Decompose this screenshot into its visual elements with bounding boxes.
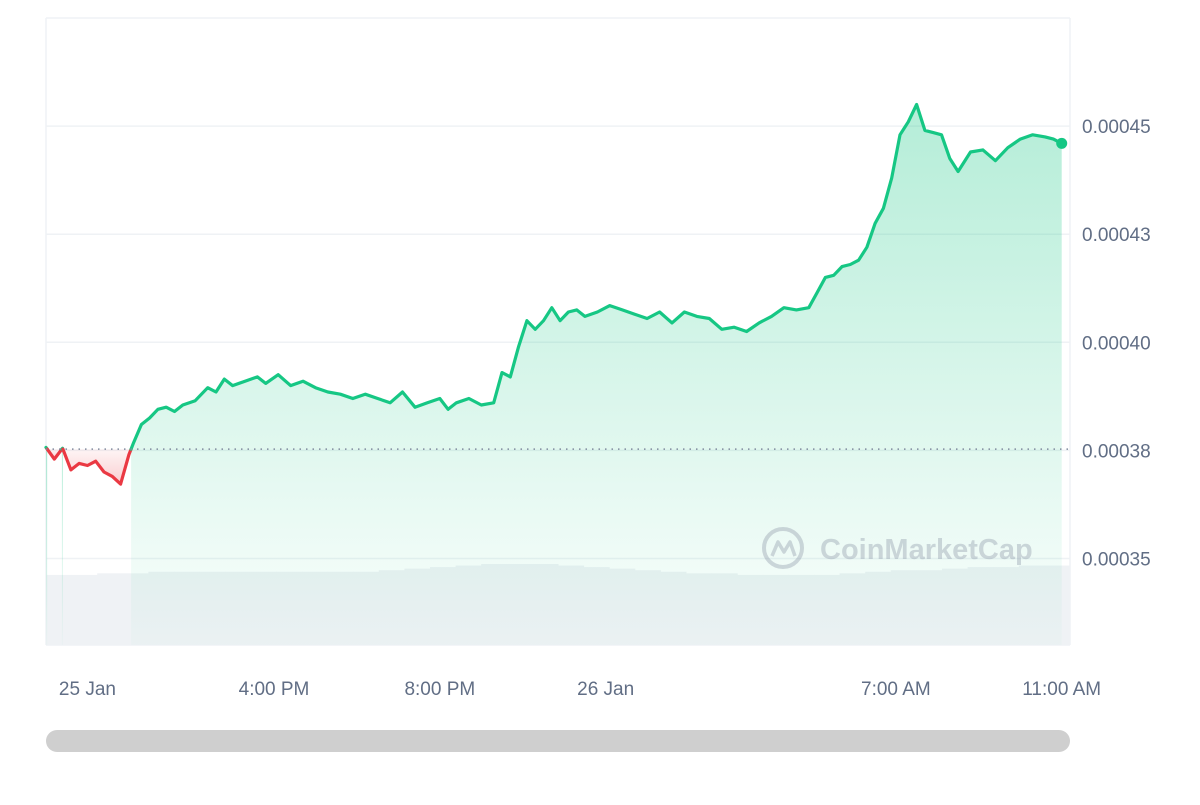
x-axis: 25 Jan 4:00 PM 8:00 PM 26 Jan 7:00 AM 11:00 A… — [59, 679, 1101, 700]
y-axis: 0.00035 0.00038 0.00040 0.00043 0.00045 — [1082, 117, 1151, 570]
y-tick-label: 0.00043 — [1082, 225, 1151, 246]
volume-bar — [46, 574, 73, 645]
watermark-text: CoinMarketCap — [820, 534, 1033, 566]
y-tick-label: 0.00040 — [1082, 333, 1151, 354]
price-line-down — [45, 447, 64, 461]
price-line-down — [61, 447, 133, 486]
x-tick-label: 4:00 PM — [239, 679, 310, 700]
volume-bar — [97, 573, 124, 645]
price-area-up — [46, 447, 48, 645]
price-line — [44, 102, 1070, 486]
price-area-down — [62, 449, 132, 485]
volume-bar — [71, 574, 98, 645]
y-tick-label: 0.00045 — [1082, 117, 1151, 138]
y-tick-label: 0.00038 — [1082, 441, 1151, 462]
x-tick-label: 7:00 AM — [861, 679, 931, 700]
y-tick-label: 0.00035 — [1082, 550, 1151, 571]
coinmarketcap-watermark: CoinMarketCap — [762, 527, 1033, 569]
x-tick-label: 11:00 AM — [1022, 679, 1101, 700]
price-line-up — [129, 102, 1064, 451]
x-tick-label: 8:00 PM — [404, 679, 475, 700]
time-range-scrollbar[interactable] — [46, 730, 1070, 752]
x-tick-label: 26 Jan — [577, 679, 634, 700]
coinmarketcap-logo-mark-icon — [770, 540, 797, 557]
x-tick-label: 25 Jan — [59, 679, 116, 700]
coinmarketcap-logo-icon — [762, 527, 804, 569]
price-area-up — [61, 448, 63, 645]
price-area-up — [131, 104, 1062, 645]
last-price-dot — [1056, 137, 1068, 149]
